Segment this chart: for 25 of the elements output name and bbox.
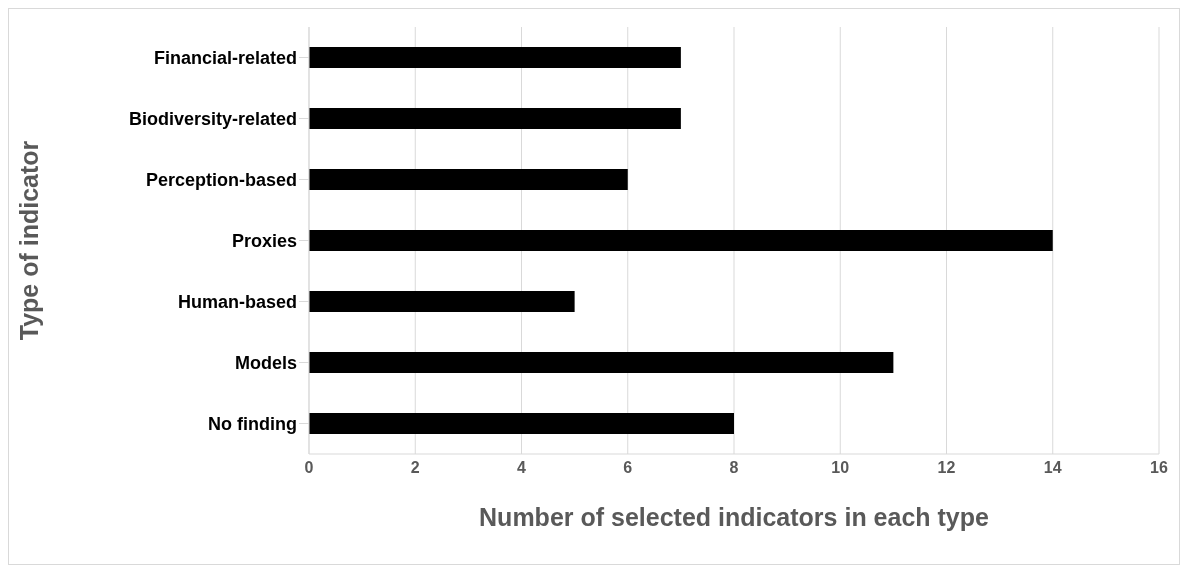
y-axis-title: Type of indicator [14, 140, 43, 341]
y-tick-label: Biodiversity-related [128, 108, 297, 129]
x-tick-label: 6 [623, 459, 633, 477]
y-tick-label: Proxies [231, 230, 297, 251]
y-tick-label: Financial-related [153, 47, 297, 68]
bar [309, 291, 575, 312]
y-tick-label: Models [234, 352, 297, 373]
x-tick-label: 12 [937, 459, 956, 477]
x-tick-label: 14 [1043, 459, 1062, 477]
bar [309, 352, 894, 373]
y-tick-label: Perception-based [145, 169, 297, 190]
x-tick-label: 10 [831, 459, 850, 477]
x-tick-label: 4 [517, 459, 527, 477]
x-tick-label: 8 [729, 459, 739, 477]
bar [309, 108, 681, 129]
x-tick-label: 0 [304, 459, 314, 477]
bar [309, 230, 1053, 251]
bar [309, 47, 681, 68]
bar [309, 169, 628, 190]
bar [309, 413, 734, 434]
y-tick-label: No finding [208, 413, 297, 434]
x-tick-label: 16 [1150, 459, 1168, 477]
x-tick-label: 2 [410, 459, 420, 477]
x-axis-title: Number of selected indicators in each type [479, 503, 990, 531]
y-tick-label: Human-based [177, 291, 297, 312]
